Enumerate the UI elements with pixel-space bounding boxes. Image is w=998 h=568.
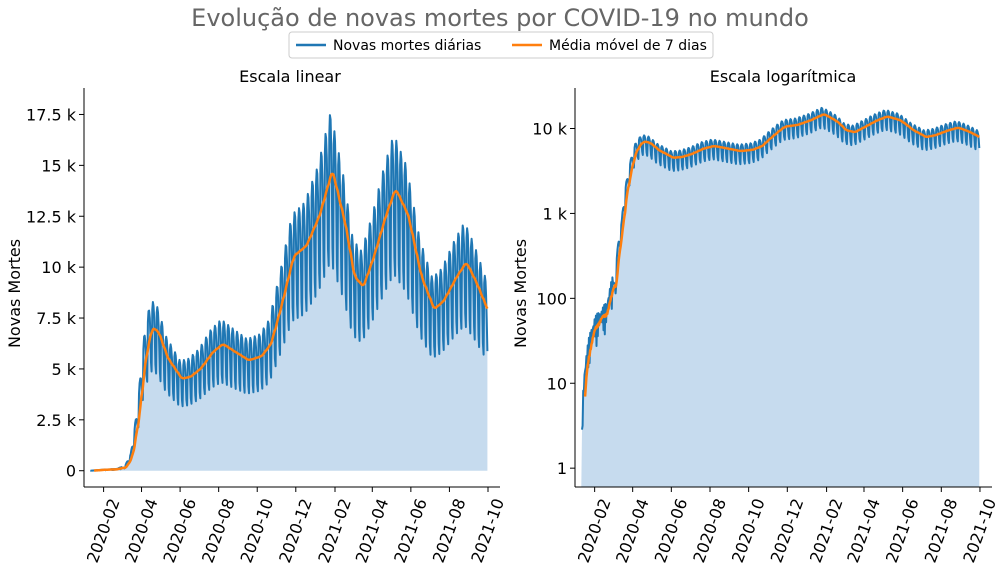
x-tick-label: 2020-02 — [83, 496, 124, 565]
x-tick-label: 2021-02 — [806, 496, 847, 565]
series-line-daily-deaths — [581, 106, 981, 430]
y-tick-label: 2.5 k — [36, 411, 77, 430]
series-line-daily-deaths — [90, 114, 489, 472]
y-tick-label: 12.5 k — [26, 207, 77, 226]
legend: Novas mortes diárias Média móvel de 7 di… — [288, 31, 714, 59]
y-tick-label: 1 k — [542, 204, 567, 223]
y-tick-label: 17.5 k — [26, 105, 77, 124]
legend-label-ma7: Média móvel de 7 dias — [549, 38, 707, 54]
x-tick-label: 2020-10 — [237, 496, 278, 565]
panel-title: Escala linear — [239, 67, 341, 86]
series-line-7day-average — [583, 113, 980, 397]
x-tick-label: 2021-08 — [429, 496, 470, 565]
x-tick-label: 2021-06 — [390, 496, 431, 565]
y-tick-label: 10 k — [532, 120, 567, 139]
legend-frame — [288, 31, 714, 59]
y-axis-label: Novas Mortes — [511, 239, 530, 348]
legend-label-daily: Novas mortes diárias — [333, 38, 481, 54]
x-tick-label: 2021-10 — [467, 496, 508, 565]
figure-title: Evolução de novas mortes por COVID-19 no… — [191, 4, 809, 32]
x-tick-label: 2020-04 — [121, 496, 162, 565]
daily-deaths-area — [581, 107, 980, 488]
y-tick-label: 7.5 k — [36, 309, 77, 328]
y-tick-label: 0 — [66, 462, 76, 481]
y-tick-label: 1 — [557, 459, 567, 478]
panel-title: Escala logarítmica — [710, 67, 857, 86]
x-tick-label: 2020-02 — [574, 496, 615, 565]
y-tick-label: 5 k — [51, 360, 76, 379]
x-tick-label: 2021-08 — [921, 496, 962, 565]
x-tick-label: 2021-10 — [959, 496, 998, 565]
series-line-7day-average — [93, 172, 489, 472]
x-tick-label: 2021-04 — [843, 496, 884, 565]
x-tick-label: 2020-12 — [275, 496, 316, 565]
y-axis-label: Novas Mortes — [5, 239, 24, 348]
x-tick-label: 2020-12 — [767, 496, 808, 565]
linear-scale-panel: Escala linear Novas Mortes 0 2.5 k 5 k 7.5 k 1… — [5, 67, 508, 565]
y-tick-label: 10 k — [41, 258, 76, 277]
x-tick-label: 2021-02 — [314, 496, 355, 565]
y-tick-label: 10 — [547, 374, 567, 393]
x-tick-label: 2020-04 — [612, 496, 653, 565]
y-tick-label: 100 — [536, 289, 567, 308]
x-tick-label: 2021-04 — [352, 496, 393, 565]
x-tick-label: 2020-08 — [689, 496, 730, 565]
log-scale-panel: Escala logarítmica Novas Mortes 1 10 100 1 k 1… — [511, 67, 998, 565]
x-tick-label: 2021-06 — [882, 496, 923, 565]
x-tick-label: 2020-06 — [651, 496, 692, 565]
x-tick-label: 2020-08 — [198, 496, 239, 565]
x-tick-label: 2020-10 — [728, 496, 769, 565]
x-tick-label: 2020-06 — [159, 496, 200, 565]
y-tick-label: 15 k — [41, 156, 76, 175]
